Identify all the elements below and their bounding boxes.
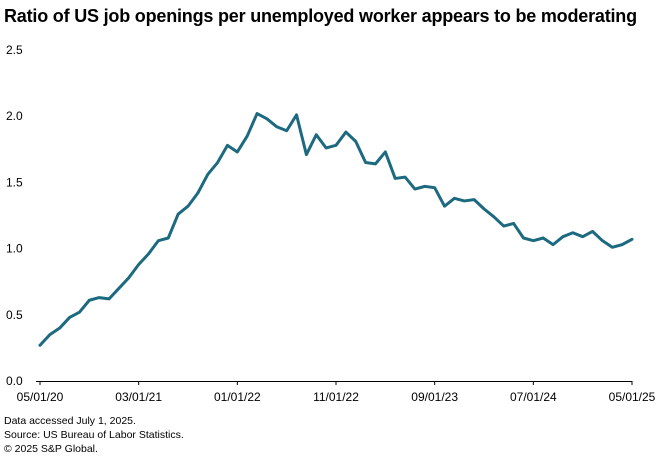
x-tick-label: 05/01/20 (17, 390, 64, 404)
y-tick-label: 1.0 (6, 242, 23, 256)
data-point (196, 191, 200, 195)
data-point (601, 239, 604, 242)
x-tick-label: 11/01/22 (313, 390, 359, 404)
data-point (88, 299, 91, 302)
chart-title: Ratio of US job openings per unemployed … (4, 6, 637, 26)
data-point (305, 153, 308, 156)
data-point (384, 150, 387, 154)
data-point (176, 212, 180, 216)
x-axis-ticks (39, 381, 633, 385)
footnote-data-accessed: Data accessed July 1, 2025. (4, 415, 136, 427)
x-tick-label: 01/01/22 (214, 390, 261, 404)
data-point (78, 310, 81, 314)
data-point (561, 235, 565, 238)
data-point (226, 144, 229, 147)
data-point (581, 235, 584, 238)
data-point (275, 125, 278, 128)
data-point (315, 133, 318, 136)
footnote-source: Source: US Bureau of Labor Statistics. (4, 429, 184, 441)
data-point (532, 239, 535, 242)
data-point (236, 150, 239, 154)
data-point (324, 146, 328, 150)
data-point (127, 276, 130, 279)
y-axis-tick-labels: 0.0 0.5 1.0 1.5 2.0 2.5 (6, 43, 23, 388)
data-point (620, 243, 624, 246)
data-point (354, 140, 357, 143)
data-point (463, 199, 466, 203)
x-tick-label: 05/01/25 (609, 390, 656, 404)
data-point (522, 236, 525, 240)
x-axis-tick-labels: 05/01/20 03/01/21 01/01/22 11/01/22 09/01/23… (17, 390, 656, 404)
data-point (107, 297, 111, 301)
y-tick-label: 2.0 (6, 109, 23, 123)
data-point (38, 344, 42, 347)
data-point (492, 215, 496, 219)
data-point (630, 238, 634, 241)
x-tick-label: 09/01/23 (411, 390, 458, 404)
data-point (433, 186, 436, 189)
y-tick-label: 2.5 (6, 43, 23, 57)
data-point (265, 117, 269, 121)
y-tick-label: 1.5 (6, 175, 23, 189)
series-line (38, 112, 634, 347)
x-tick-label: 07/01/24 (510, 390, 557, 404)
data-point (68, 316, 71, 319)
data-point (157, 239, 160, 242)
data-point (443, 205, 446, 208)
data-point (423, 185, 426, 188)
data-point (374, 162, 377, 166)
data-point (216, 161, 219, 164)
data-point (246, 134, 249, 138)
data-point (295, 113, 298, 117)
series-points (38, 112, 634, 347)
data-point (364, 161, 367, 164)
data-point (58, 326, 61, 330)
data-point (117, 287, 121, 290)
data-point (413, 187, 417, 191)
data-point (137, 263, 140, 266)
data-point (542, 236, 545, 240)
y-tick-label: 0.5 (6, 308, 23, 322)
y-tick-label: 0.0 (6, 374, 23, 388)
footnote-copyright: © 2025 S&P Global. (4, 443, 98, 455)
data-point (453, 197, 456, 200)
data-point (502, 224, 505, 228)
data-point (167, 236, 170, 240)
data-point (147, 252, 150, 256)
data-point (482, 207, 486, 211)
data-point (472, 198, 476, 201)
line-chart: 0.0 0.5 1.0 1.5 2.0 2.5 05/01/20 03/01/21 01/01… (6, 43, 656, 404)
data-point (334, 144, 338, 147)
data-point (611, 246, 614, 249)
data-point (551, 243, 555, 246)
data-point (285, 129, 288, 132)
data-point (403, 175, 407, 179)
data-point (255, 112, 259, 115)
data-point (206, 173, 209, 176)
data-point (48, 333, 52, 336)
x-tick-label: 03/01/21 (115, 390, 162, 404)
data-point (512, 222, 515, 225)
data-point (344, 130, 348, 134)
data-point (591, 230, 594, 233)
data-point (394, 177, 397, 180)
data-point (98, 296, 101, 299)
data-point (571, 231, 574, 234)
data-point (186, 205, 190, 208)
footnotes: Data accessed July 1, 2025. Source: US B… (4, 414, 184, 456)
